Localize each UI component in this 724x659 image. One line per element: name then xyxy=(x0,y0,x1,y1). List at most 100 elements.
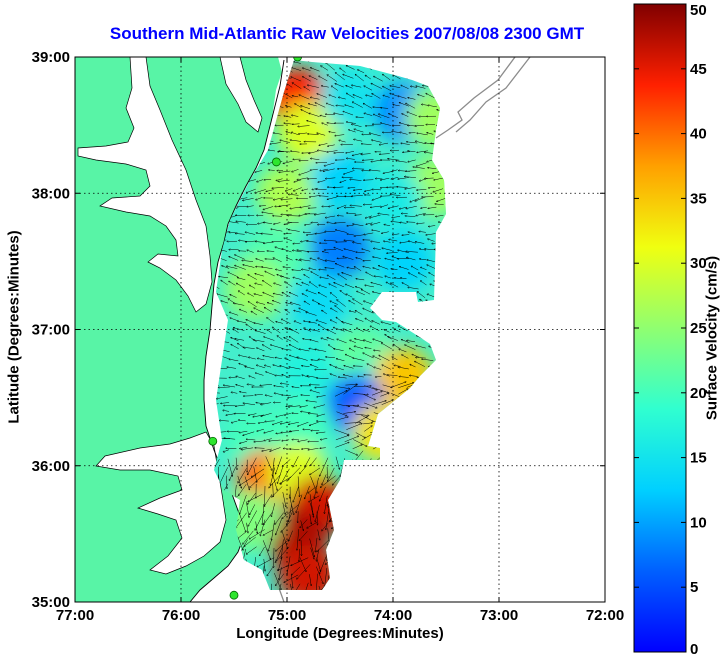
velocity-arrow xyxy=(301,106,311,110)
velocity-arrow xyxy=(311,68,320,72)
velocity-arrow xyxy=(309,513,312,524)
velocity-arrow xyxy=(245,367,255,370)
velocity-arrow xyxy=(243,347,255,349)
velocity-arrow xyxy=(319,76,328,82)
velocity-arrow xyxy=(363,353,374,359)
velocity-arrow xyxy=(392,233,400,235)
velocity-arrow xyxy=(344,249,356,252)
velocity-arrow xyxy=(382,384,393,388)
velocity-arrow xyxy=(259,206,266,207)
velocity-arrow xyxy=(233,328,245,331)
shelf-contour-2 xyxy=(455,57,531,133)
velocity-arrow xyxy=(354,346,364,349)
velocity-arrow xyxy=(247,250,254,253)
shelf-contour xyxy=(435,57,516,139)
velocity-arrow xyxy=(412,354,419,358)
velocity-arrow xyxy=(391,269,398,270)
velocity-arrow xyxy=(270,467,275,486)
velocity-arrow xyxy=(264,512,273,525)
velocity-arrow xyxy=(273,133,283,135)
velocity-arrow xyxy=(329,205,335,206)
velocity-arrow xyxy=(420,259,427,260)
velocity-arrow xyxy=(358,376,364,377)
velocity-arrow xyxy=(238,511,246,532)
velocity-arrow xyxy=(349,130,356,133)
velocity-arrow xyxy=(419,232,426,233)
velocity-arrow xyxy=(280,476,292,484)
velocity-arrow xyxy=(317,529,320,540)
velocity-arrow xyxy=(308,134,319,135)
velocity-arrow xyxy=(339,140,346,143)
velocity-arrow xyxy=(367,364,374,367)
velocity-arrow xyxy=(266,189,274,192)
velocity-arrow xyxy=(364,340,372,344)
velocity-arrow xyxy=(277,336,283,340)
velocity-arrow xyxy=(401,85,409,89)
velocity-arrow xyxy=(357,328,364,333)
velocity-arrow xyxy=(314,212,326,215)
velocity-arrow xyxy=(364,402,377,408)
velocity-arrow xyxy=(428,206,437,208)
velocity-arrow xyxy=(408,151,416,152)
velocity-arrow xyxy=(381,400,393,405)
velocity-arrow xyxy=(284,338,292,342)
velocity-arrow xyxy=(317,413,326,416)
velocity-arrow xyxy=(328,467,335,481)
velocity-arrow xyxy=(293,456,299,467)
velocity-arrow xyxy=(338,216,344,217)
velocity-arrow xyxy=(261,402,272,405)
velocity-arrow xyxy=(358,70,365,74)
velocity-arrow xyxy=(381,123,392,126)
y-axis-label: Latitude (Degrees:Minutes) xyxy=(5,230,23,424)
velocity-arrow xyxy=(387,252,398,253)
velocity-arrow xyxy=(324,495,328,514)
velocity-arrow xyxy=(356,287,363,289)
velocity-arrow xyxy=(298,132,308,134)
x-tick-label: 72:00 xyxy=(586,607,624,624)
velocity-arrow xyxy=(236,385,245,388)
velocity-arrow xyxy=(276,539,290,551)
velocity-arrow xyxy=(311,360,319,361)
velocity-arrow xyxy=(364,180,374,181)
velocity-arrow xyxy=(321,66,329,71)
velocity-arrow xyxy=(398,177,409,180)
velocity-arrow xyxy=(429,225,436,227)
velocity-arrow xyxy=(355,413,369,416)
velocity-arrow xyxy=(268,150,276,152)
velocity-arrow xyxy=(364,232,374,235)
velocity-arrow xyxy=(290,140,302,142)
velocity-arrow xyxy=(372,230,380,232)
velocity-arrow xyxy=(282,492,286,507)
velocity-arrow xyxy=(390,195,401,196)
velocity-arrow xyxy=(356,117,364,118)
velocity-arrow xyxy=(282,375,290,378)
velocity-arrow xyxy=(288,467,301,480)
velocity-arrow xyxy=(274,283,282,286)
velocity-arrow xyxy=(248,413,257,416)
velocity-arrow xyxy=(290,302,301,306)
velocity-arrow xyxy=(334,187,344,188)
velocity-arrow xyxy=(352,85,362,88)
velocity-arrow xyxy=(297,476,299,496)
velocity-arrow xyxy=(285,188,293,192)
velocity-arrow xyxy=(334,152,345,153)
velocity-arrow xyxy=(257,179,264,182)
velocity-arrow xyxy=(268,538,273,551)
y-tick-label: 37:00 xyxy=(32,322,70,339)
velocity-arrow xyxy=(335,73,345,81)
velocity-arrow xyxy=(264,438,272,441)
velocity-arrow xyxy=(325,260,336,262)
velocity-arrow xyxy=(257,428,264,431)
velocity-arrow xyxy=(355,432,366,438)
velocity-arrow xyxy=(240,392,247,394)
velocity-arrow xyxy=(401,143,410,145)
velocity-arrow xyxy=(264,337,275,341)
velocity-arrow xyxy=(379,114,390,119)
velocity-arrow xyxy=(273,294,283,296)
velocity-arrow xyxy=(373,257,381,259)
velocity-arrow xyxy=(380,177,390,180)
velocity-arrow xyxy=(299,171,310,175)
velocity-arrow xyxy=(384,330,390,333)
velocity-arrow xyxy=(400,223,407,224)
velocity-arrow xyxy=(315,232,326,234)
